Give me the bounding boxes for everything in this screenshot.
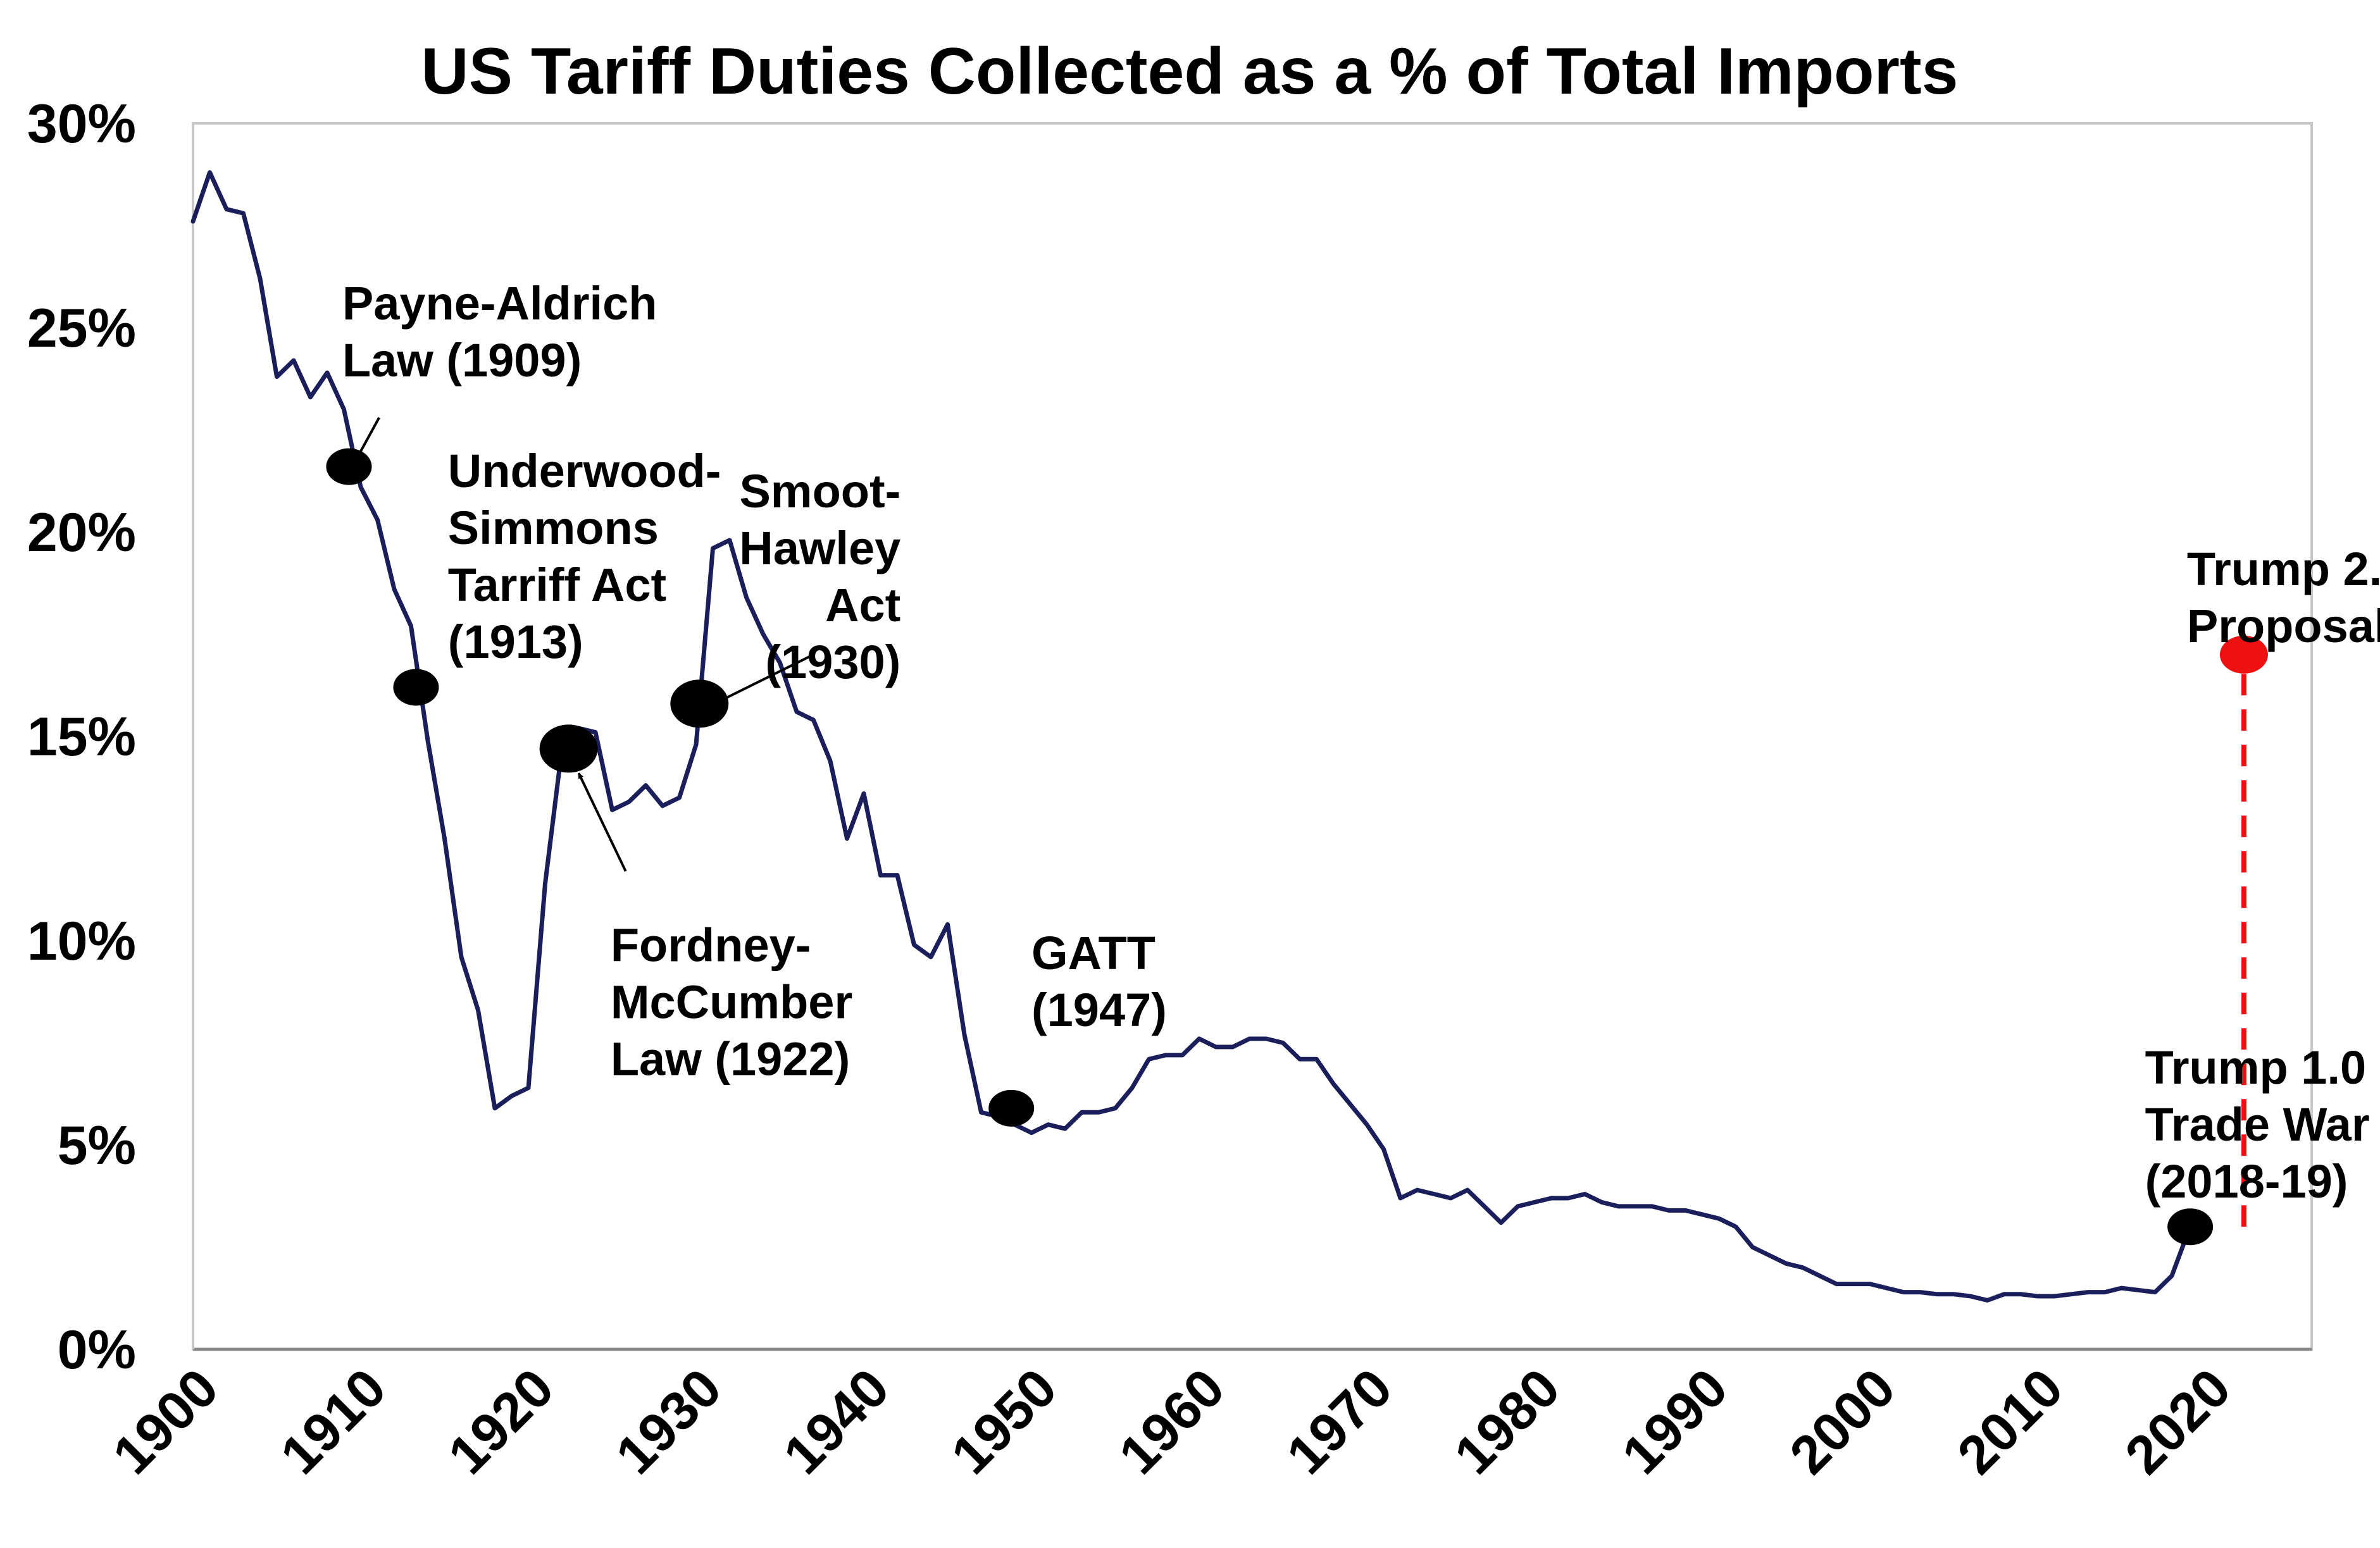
series-layer [190, 170, 2246, 1303]
x-axis-ticks: 1900 1910 1920 1930 1940 1950 1960 1970 1980 1990… [101, 1358, 2242, 1486]
annotation-label: Hawley [739, 522, 900, 574]
y-tick-label: 0% [58, 1320, 136, 1380]
annotation-label: McCumber [611, 975, 852, 1028]
x-tick-label: 1970 [1275, 1358, 1404, 1486]
y-tick-label: 20% [27, 502, 136, 563]
event-marker [393, 669, 439, 706]
x-tick-label: 2000 [1778, 1358, 1907, 1486]
annotation-label: (1930) [765, 636, 900, 688]
annotation-label: (2018-19) [2145, 1155, 2348, 1208]
annotation-label: (1947) [1031, 984, 1167, 1036]
annotation-label: Trump 2.0 [2187, 543, 2380, 595]
event-marker [539, 724, 598, 773]
annotation-label: Trade War [2145, 1098, 2370, 1151]
proposal-marker [2219, 635, 2268, 674]
x-tick-label: 1980 [1443, 1358, 1571, 1486]
event-marker [670, 679, 729, 728]
annotation-label: Trump 1.0 [2145, 1041, 2367, 1094]
annotation-label: Tarriff Act [448, 559, 666, 611]
y-axis-ticks: 0% 5% 10% 15% 20% 25% 30% [27, 94, 136, 1380]
y-tick-label: 30% [27, 94, 136, 154]
annotation-label: Act [825, 579, 900, 631]
annotation-label: Fordney- [611, 919, 811, 971]
annotation-label: Underwood- [448, 445, 721, 497]
x-tick-label: 1940 [772, 1358, 900, 1486]
y-tick-label: 15% [27, 707, 136, 767]
annotation-label: Simmons [448, 502, 659, 554]
x-tick-label: 1920 [437, 1358, 565, 1486]
event-marker [2167, 1208, 2214, 1246]
y-tick-label: 10% [27, 911, 136, 972]
x-tick-label: 1930 [604, 1358, 733, 1486]
y-tick-label: 5% [58, 1115, 136, 1176]
chart-title: US Tariff Duties Collected as a % of Tot… [421, 35, 1959, 108]
x-tick-label: 1950 [940, 1358, 1068, 1486]
x-tick-label: 1990 [1611, 1358, 1739, 1486]
annotation-label: GATT [1031, 927, 1156, 979]
annotation-label: Law (1909) [342, 334, 582, 387]
y-tick-label: 25% [27, 298, 136, 359]
annotation-label: (1913) [448, 616, 583, 668]
annotation-label: Proposals [2187, 600, 2380, 652]
x-tick-label: 2020 [2114, 1358, 2242, 1486]
annotation-arrow [577, 772, 627, 872]
x-tick-label: 1960 [1107, 1358, 1236, 1486]
event-marker [988, 1089, 1035, 1127]
series-line [190, 170, 2191, 1303]
annotation-label: Payne-Aldrich [342, 277, 657, 330]
event-markers [326, 448, 2268, 1246]
event-marker [326, 448, 372, 485]
x-tick-label: 2010 [1946, 1358, 2074, 1486]
annotation-arrow [714, 653, 814, 705]
x-tick-label: 1910 [269, 1358, 397, 1486]
annotation-label: Law (1922) [611, 1032, 850, 1085]
annotation-label: Smoot- [739, 465, 900, 517]
